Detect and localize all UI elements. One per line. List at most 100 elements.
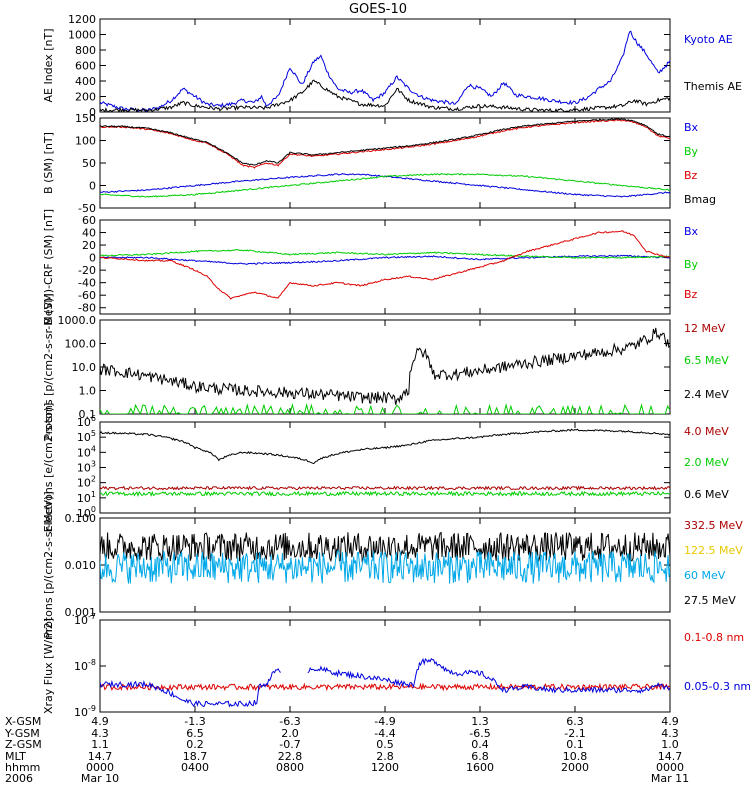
series-0-1-0-8-nm-line	[100, 682, 670, 692]
panel-2-ytick-label: 0	[89, 180, 96, 193]
ephem-value: -4.9	[374, 715, 395, 728]
ephem-value: 0.2	[186, 738, 204, 751]
legend-0-6-mev: 0.6 MeV	[684, 488, 729, 501]
ephem-value: 0.4	[471, 738, 489, 751]
panel-4-ytick-label: 1.0	[79, 385, 97, 398]
panel-3-ytick-label: -40	[78, 277, 96, 290]
series-kyoto-ae-line	[100, 30, 670, 112]
panel-2-ytick-label: 50	[82, 157, 96, 170]
panel-1-frame	[99, 18, 671, 113]
ephem-value: 10.8	[563, 750, 588, 763]
ephem-value: 6.3	[566, 715, 584, 728]
ephem-value: -0.7	[279, 738, 300, 751]
panel-7-ytick-label: 10-8	[74, 658, 96, 673]
legend-by: By	[684, 258, 699, 271]
panel-4-ytick-label: 0.1	[79, 408, 97, 421]
series-6.5-mev-line	[100, 402, 670, 414]
series-bz-line	[100, 119, 670, 169]
panel-4-frame	[99, 319, 671, 415]
ephem-value: 0000	[86, 761, 114, 774]
panel-5-ytick-label: 102	[77, 475, 96, 490]
ephem-value: 18.7	[183, 750, 208, 763]
series-by-line	[100, 172, 670, 198]
panel-6-ytick-label: 0.001	[65, 606, 97, 619]
panel-1-ytick-label: 800	[75, 44, 96, 57]
panel-6-ytick-label: 0.010	[65, 559, 97, 572]
ephem-value: 4.9	[661, 715, 679, 728]
panel-3-ylabel: B (SM)-CRF (SM) [nT]	[42, 209, 55, 325]
legend-bz: Bz	[684, 288, 698, 301]
ephem-value: Mar 10	[81, 772, 119, 785]
panel-5-frame	[99, 421, 671, 514]
legend-bx: Bx	[684, 225, 699, 238]
legend-332-5-mev: 332.5 MeV	[684, 519, 743, 532]
panel-1-ytick-label: 1200	[68, 13, 96, 26]
series-0-05-0-3-nm-line	[100, 657, 670, 708]
legend-kyoto-ae: Kyoto AE	[684, 33, 733, 46]
ephem-value: 1.3	[471, 715, 489, 728]
panel-3-ytick-label: 0	[89, 252, 96, 265]
panel-6-ylabel: Protons [p/(cm2-s-sr-MeV)]	[42, 491, 55, 638]
legend-4-0-mev: 4.0 MeV	[684, 425, 729, 438]
panel-2-ytick-label: 100	[75, 135, 96, 148]
panel-5-ytick-label: 101	[77, 490, 96, 505]
ephem-value: -4.4	[374, 727, 395, 740]
ephem-value: -2.1	[564, 727, 585, 740]
series-2-4-mev-line	[100, 327, 670, 405]
series-bx-line	[100, 173, 670, 198]
panel-1-ytick-label: 200	[75, 91, 96, 104]
ephem-value: Mar 11	[651, 772, 689, 785]
ephem-value: 2.0	[281, 727, 299, 740]
series-bmag-line	[100, 118, 670, 166]
ephem-row-label: hhmm	[5, 761, 40, 774]
ephem-value: 1200	[371, 761, 399, 774]
ephem-value: 6.8	[471, 750, 489, 763]
ephem-value: 14.7	[88, 750, 113, 763]
panel-3-frame	[99, 219, 671, 315]
ephem-value: 0400	[181, 761, 209, 774]
panel-4-ylabel: Protons [p/(cm2-s-sr-MeV)]	[42, 293, 55, 440]
panel-3-ytick-label: 60	[82, 214, 96, 227]
panel-5-ytick-label: 105	[77, 429, 96, 444]
ephem-value: 0800	[276, 761, 304, 774]
panel-5-ytick-label: 104	[77, 444, 96, 459]
legend-2-0-mev: 2.0 MeV	[684, 456, 729, 469]
panel-3-ytick-label: -60	[78, 289, 96, 302]
legend-12-mev: 12 MeV	[684, 322, 726, 335]
ephem-value: 4.3	[661, 727, 679, 740]
ephem-value: 2.8	[376, 750, 394, 763]
ephem-value: 0.1	[566, 738, 584, 751]
ephem-value: 1.0	[661, 738, 679, 751]
panel-1-ytick-label: 0	[89, 106, 96, 119]
panel-1-ytick-label: 600	[75, 60, 96, 73]
legend-122-5-mev: 122.5 MeV	[684, 544, 743, 557]
panel-4-ytick-label: 1000.0	[58, 314, 97, 327]
panel-7-ytick-label: 10-7	[74, 612, 96, 627]
legend-27-5-mev: 27.5 MeV	[684, 594, 736, 607]
panel-4-ytick-label: 100.0	[65, 338, 97, 351]
panel-5-ytick-label: 103	[77, 460, 96, 475]
ephem-value: 6.5	[186, 727, 204, 740]
ephem-row-label: X-GSM	[5, 715, 41, 728]
panel-5-ytick-label: 106	[77, 414, 96, 429]
series-proton-noise-line	[100, 531, 670, 563]
panel-7-ylabel: Xray Flux [W/m2]	[42, 618, 55, 714]
series-noise-line	[100, 485, 670, 491]
panel-3-ytick-label: 40	[82, 227, 96, 240]
ephem-row-label: 2006	[5, 772, 33, 785]
series-bz-line	[100, 230, 670, 300]
ephem-value: -1.3	[184, 715, 205, 728]
panel-1-ytick-label: 1000	[68, 29, 96, 42]
panel-5-ylabel: Electrons [e/(cm2-s-sr)]	[42, 403, 55, 533]
series-noise-line	[100, 490, 670, 498]
legend-0-1-0-8-nm: 0.1-0.8 nm	[684, 631, 744, 644]
ephem-value: 4.9	[91, 715, 109, 728]
legend-bx: Bx	[684, 121, 699, 134]
ephem-value: 2000	[561, 761, 589, 774]
panel-4-ytick-label: 10.0	[72, 361, 97, 374]
ephem-value: -6.3	[279, 715, 300, 728]
panel-1-ylabel: AE Index [nT]	[42, 28, 55, 102]
series-themis-ae-line	[100, 79, 670, 112]
